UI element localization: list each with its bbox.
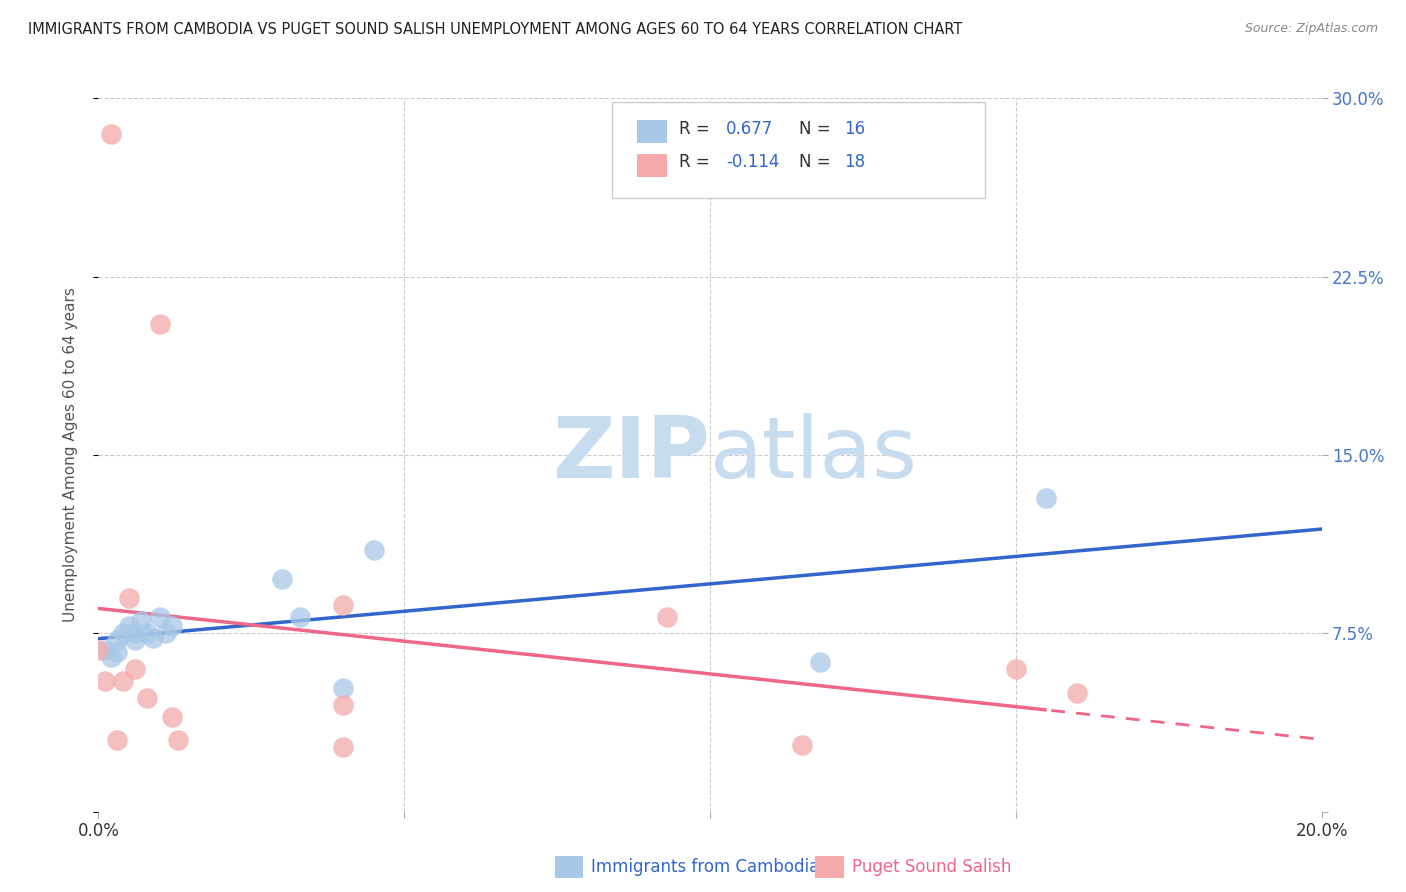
Point <box>790 738 813 752</box>
Point <box>87 643 110 657</box>
Text: R =: R = <box>679 120 716 137</box>
Point <box>332 598 354 612</box>
Point <box>290 609 312 624</box>
Point <box>270 572 292 586</box>
Point <box>93 673 115 688</box>
Point <box>332 681 354 695</box>
FancyBboxPatch shape <box>637 120 668 143</box>
Point <box>100 650 122 665</box>
Text: IMMIGRANTS FROM CAMBODIA VS PUGET SOUND SALISH UNEMPLOYMENT AMONG AGES 60 TO 64 : IMMIGRANTS FROM CAMBODIA VS PUGET SOUND … <box>28 22 963 37</box>
Text: R =: R = <box>679 153 716 171</box>
Text: Immigrants from Cambodia: Immigrants from Cambodia <box>591 858 818 876</box>
Point <box>1035 491 1057 505</box>
Point <box>149 317 172 331</box>
Point <box>142 631 165 645</box>
Point <box>160 709 183 723</box>
Point <box>118 619 141 633</box>
Text: atlas: atlas <box>710 413 918 497</box>
Point <box>808 655 831 669</box>
Text: N =: N = <box>800 153 837 171</box>
Point <box>160 619 183 633</box>
Point <box>111 626 134 640</box>
Point <box>136 690 159 705</box>
Point <box>1004 662 1026 676</box>
Point <box>111 673 134 688</box>
Point <box>1066 686 1088 700</box>
Text: 16: 16 <box>845 120 866 137</box>
Y-axis label: Unemployment Among Ages 60 to 64 years: Unemployment Among Ages 60 to 64 years <box>63 287 77 623</box>
Text: 18: 18 <box>845 153 866 171</box>
Text: -0.114: -0.114 <box>725 153 779 171</box>
FancyBboxPatch shape <box>637 153 668 177</box>
Point <box>105 645 128 659</box>
Text: Puget Sound Salish: Puget Sound Salish <box>852 858 1011 876</box>
Point <box>129 615 152 629</box>
Point <box>124 662 146 676</box>
Point <box>167 733 190 747</box>
Point <box>332 740 354 755</box>
Point <box>657 609 679 624</box>
Point <box>105 733 128 747</box>
Text: 0.677: 0.677 <box>725 120 773 137</box>
Point <box>363 543 385 558</box>
Point <box>124 633 146 648</box>
Point <box>149 609 172 624</box>
Text: Source: ZipAtlas.com: Source: ZipAtlas.com <box>1244 22 1378 36</box>
Point <box>332 698 354 712</box>
FancyBboxPatch shape <box>612 102 986 198</box>
Point <box>124 626 146 640</box>
Point <box>136 626 159 640</box>
Text: ZIP: ZIP <box>553 413 710 497</box>
Point <box>93 643 115 657</box>
Point <box>105 633 128 648</box>
Text: N =: N = <box>800 120 837 137</box>
Point <box>155 626 177 640</box>
Point <box>100 127 122 141</box>
Point <box>118 591 141 605</box>
